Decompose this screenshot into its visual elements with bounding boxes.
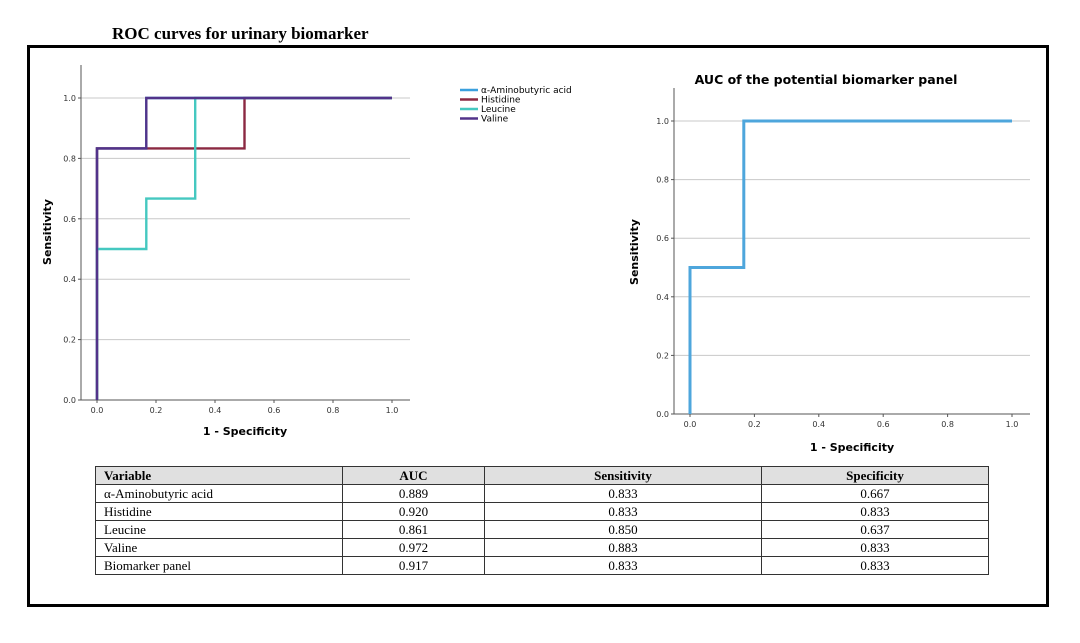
- grid: [674, 120, 1030, 356]
- y-tick-label: 1.0: [656, 117, 669, 126]
- cell-sensitivity: 0.833: [484, 484, 762, 503]
- y-axis-label: Sensitivity: [628, 219, 641, 285]
- x-tick-label: 0.2: [748, 420, 761, 429]
- cell-sensitivity: 0.850: [484, 520, 762, 539]
- roc-chart-biomarkers: 0.0 0.2 0.4 0.6 0.8 1.0 0.0 0.2 0.4 0.6 0.8 1.0 1 -…: [41, 65, 572, 438]
- y-tick-label: 0.2: [63, 336, 76, 345]
- cell-variable: α-Aminobutyric acid: [95, 484, 343, 503]
- x-axis-label: 1 - Specificity: [810, 441, 894, 454]
- figure-frame: [27, 45, 1049, 607]
- header-auc: AUC: [342, 466, 485, 485]
- cell-auc: 0.917: [342, 556, 485, 575]
- x-tick-label: 0.8: [327, 406, 340, 415]
- cell-specificity: 0.833: [761, 502, 989, 521]
- series-line-panel: [688, 119, 1012, 414]
- x-tick-label: 0.2: [150, 406, 163, 415]
- legend-label: α-Aminobutyric acid: [481, 86, 572, 96]
- x-tick-label: 1.0: [386, 406, 399, 415]
- y-axis-label: Sensitivity: [41, 199, 54, 265]
- x-tick-label: 0.6: [877, 420, 890, 429]
- series-lines: [688, 119, 1012, 414]
- cell-variable: Leucine: [95, 520, 343, 539]
- x-tick-label: 0.6: [268, 406, 281, 415]
- y-tick-label: 0.6: [63, 215, 76, 224]
- x-tick-label: 0.4: [812, 420, 825, 429]
- y-tick-label: 0.8: [63, 154, 76, 163]
- cell-variable: Biomarker panel: [95, 556, 343, 575]
- cell-auc: 0.972: [342, 538, 485, 557]
- y-tick-label: 1.0: [63, 94, 76, 103]
- legend-label: Leucine: [481, 105, 516, 115]
- x-tick-label: 0.0: [91, 406, 104, 415]
- cell-sensitivity: 0.833: [484, 556, 762, 575]
- cell-specificity: 0.833: [761, 538, 989, 557]
- cell-specificity: 0.637: [761, 520, 989, 539]
- table-row: Biomarker panel 0.917 0.833 0.833: [95, 556, 989, 575]
- x-tick-label: 1.0: [1006, 420, 1019, 429]
- table-row: α-Aminobutyric acid 0.889 0.833 0.667: [95, 484, 989, 503]
- tick-labels: 0.0 0.2 0.4 0.6 0.8 1.0 0.0 0.2 0.4 0.6 0.8 1.0: [63, 94, 398, 415]
- table-header-row: Variable AUC Sensitivity Specificity: [95, 466, 989, 485]
- grid: [81, 97, 410, 341]
- header-specificity: Specificity: [761, 466, 989, 485]
- cell-sensitivity: 0.833: [484, 502, 762, 521]
- cell-specificity: 0.833: [761, 556, 989, 575]
- chart-title: AUC of the potential biomarker panel: [695, 72, 958, 87]
- y-tick-label: 0.0: [63, 396, 76, 405]
- axes: [671, 88, 1030, 417]
- cell-sensitivity: 0.883: [484, 538, 762, 557]
- results-table: Variable AUC Sensitivity Specificity α-A…: [95, 466, 989, 575]
- y-tick-label: 0.0: [656, 410, 669, 419]
- x-tick-label: 0.4: [209, 406, 222, 415]
- table-row: Histidine 0.920 0.833 0.833: [95, 502, 989, 521]
- tick-labels: 0.0 0.2 0.4 0.6 0.8 1.0 0.0 0.2 0.4 0.6 0.8 1.0: [656, 117, 1018, 429]
- cell-auc: 0.889: [342, 484, 485, 503]
- cell-variable: Histidine: [95, 502, 343, 521]
- legend-label: Histidine: [481, 96, 521, 106]
- x-axis-label: 1 - Specificity: [203, 425, 287, 438]
- cell-auc: 0.861: [342, 520, 485, 539]
- table-row: Valine 0.972 0.883 0.833: [95, 538, 989, 557]
- roc-chart-panel: AUC of the potential biomarker panel 0.0…: [628, 72, 1030, 454]
- legend: α-Aminobutyric acidHistidineLeucineValin…: [460, 86, 572, 125]
- cell-variable: Valine: [95, 538, 343, 557]
- y-tick-label: 0.8: [656, 176, 669, 185]
- cell-auc: 0.920: [342, 502, 485, 521]
- header-variable: Variable: [95, 466, 343, 485]
- table-row: Leucine 0.861 0.850 0.637: [95, 520, 989, 539]
- x-tick-label: 0.8: [941, 420, 954, 429]
- figure-title: ROC curves for urinary biomarker: [112, 24, 369, 43]
- series-lines: [95, 96, 392, 400]
- y-tick-label: 0.4: [63, 275, 76, 284]
- series-line-valine: [95, 96, 392, 400]
- x-tick-label: 0.0: [684, 420, 697, 429]
- y-tick-label: 0.2: [656, 351, 669, 360]
- legend-label: Valine: [481, 115, 509, 125]
- cell-specificity: 0.667: [761, 484, 989, 503]
- header-sensitivity: Sensitivity: [484, 466, 762, 485]
- y-tick-label: 0.6: [656, 234, 669, 243]
- axes: [78, 65, 410, 403]
- y-tick-label: 0.4: [656, 293, 669, 302]
